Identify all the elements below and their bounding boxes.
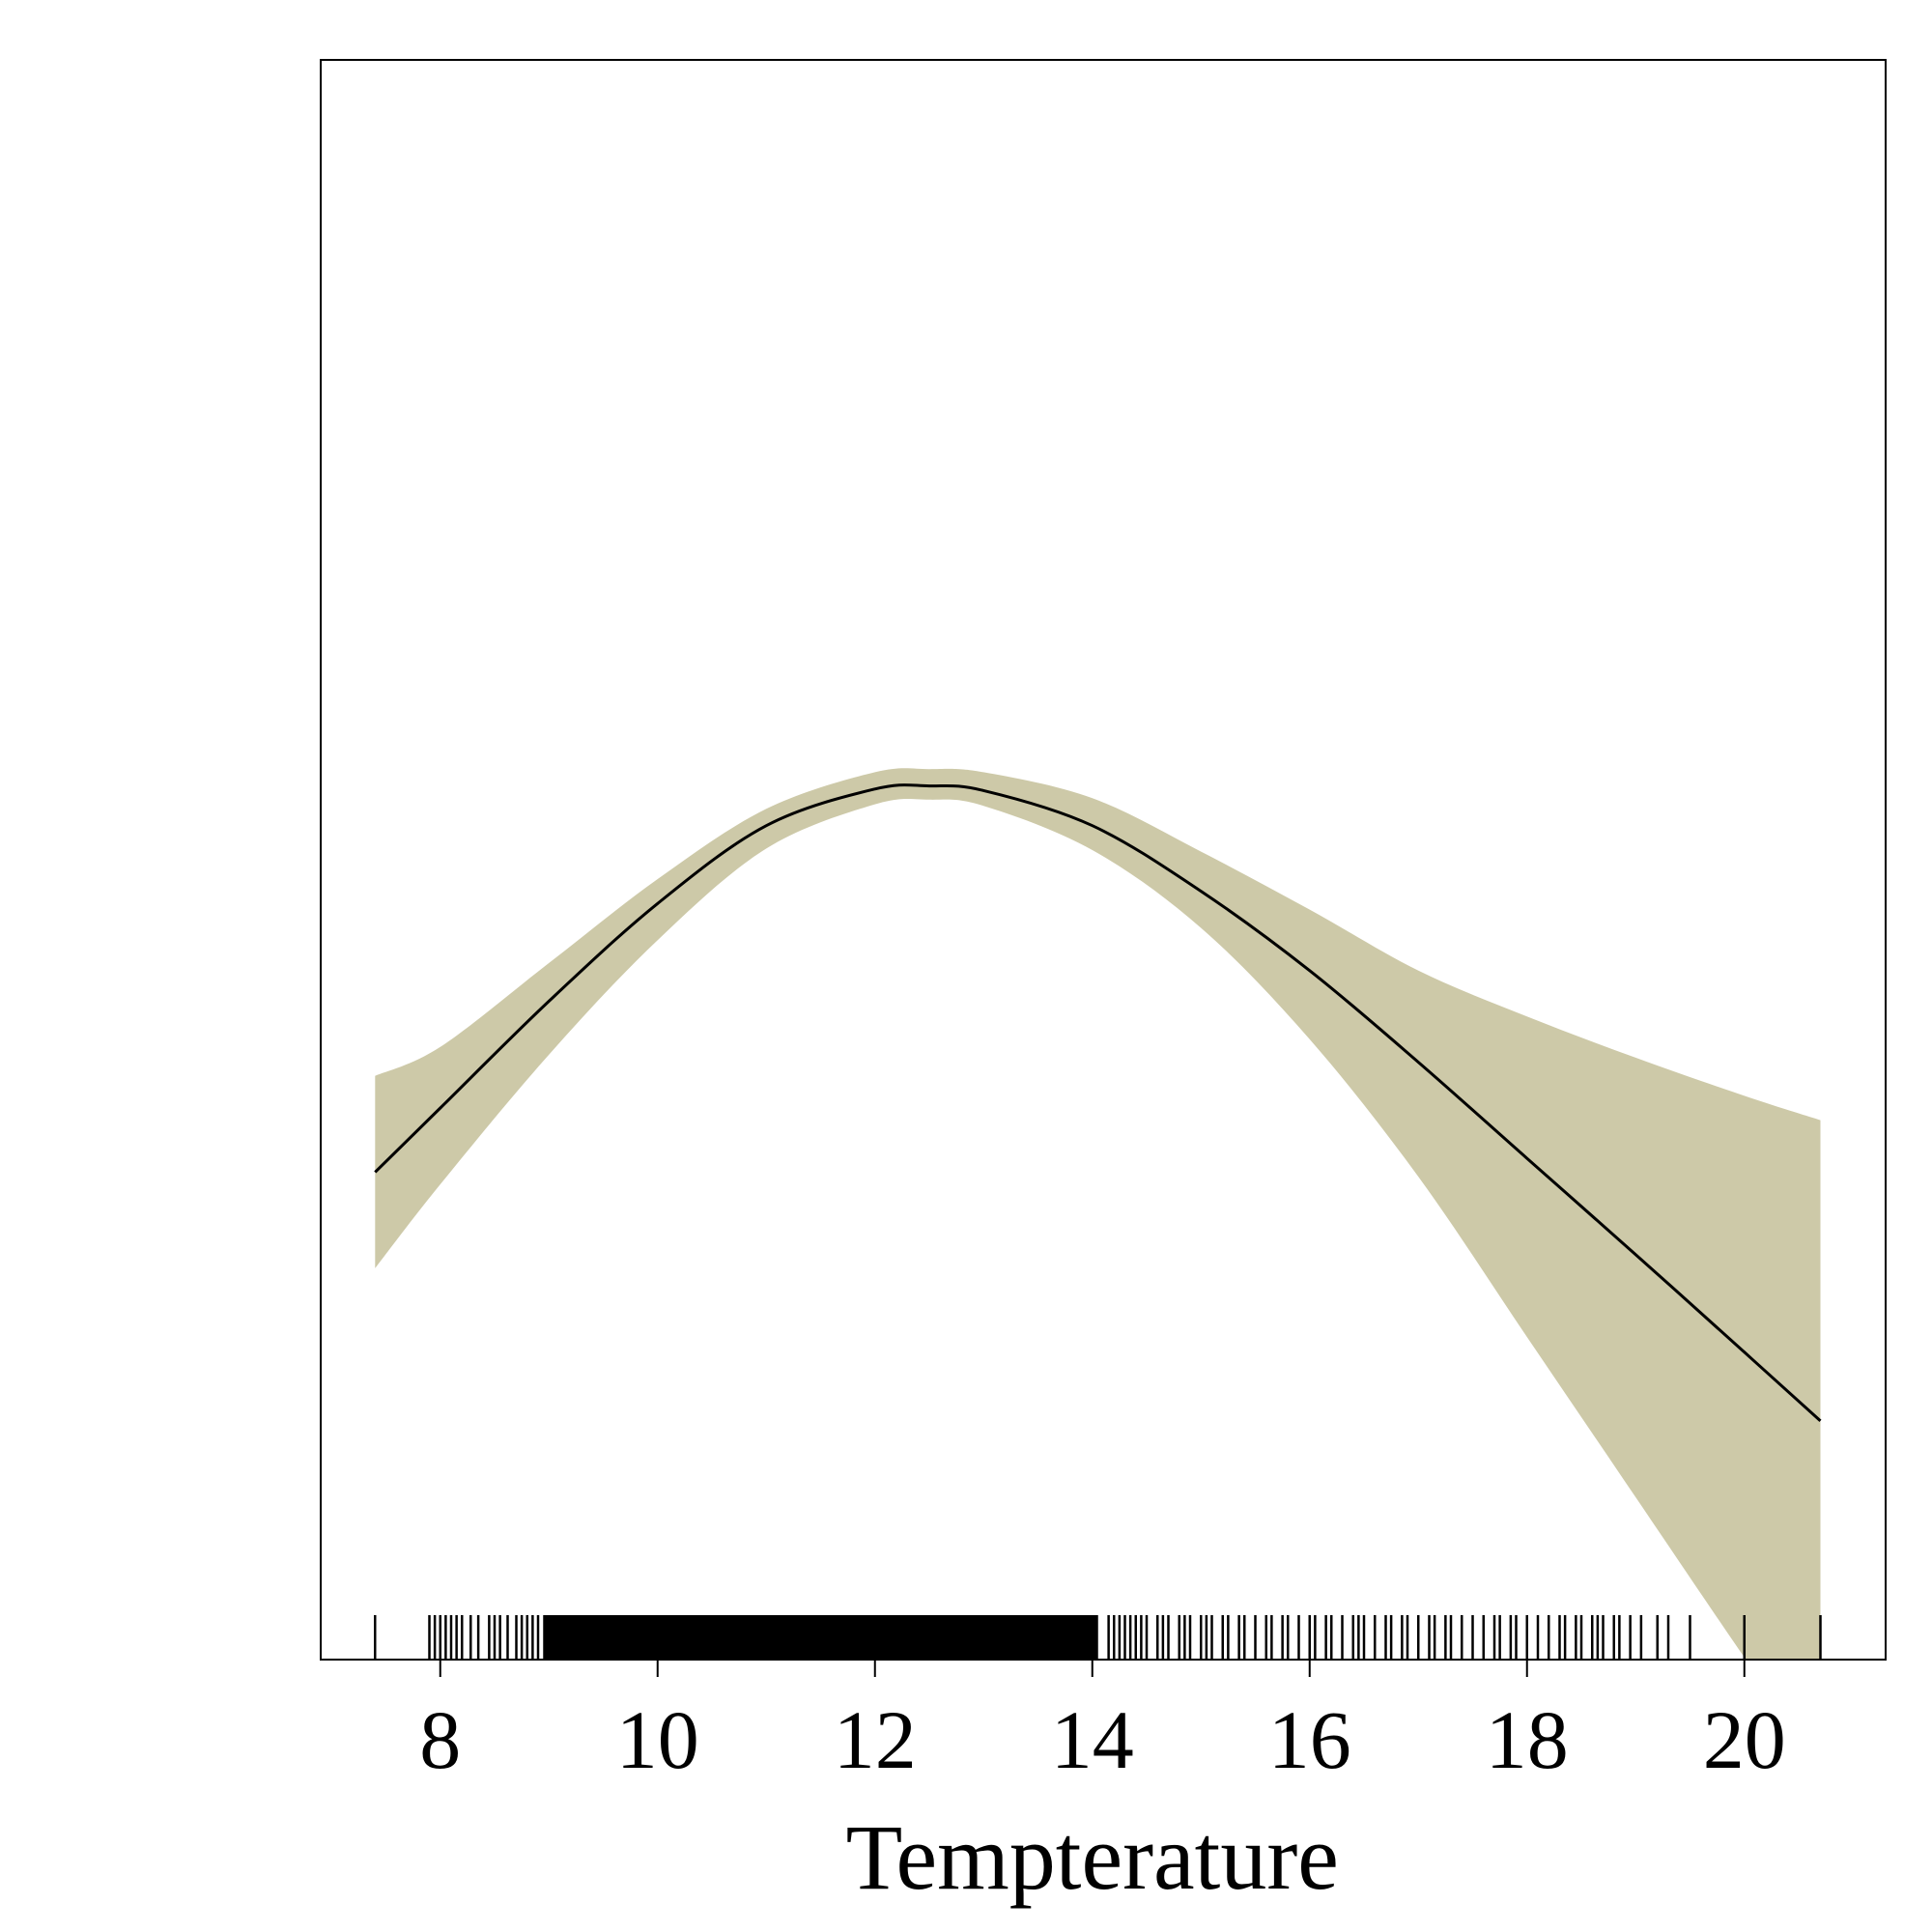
x-tick-label: 8 [419,1693,461,1786]
plot-area [374,768,1822,1660]
x-tick-label: 20 [1703,1693,1786,1786]
x-axis-title: Tempteraturе [846,1805,1339,1909]
x-axis: 8 10 12 14 16 18 20 [419,1659,1786,1786]
x-tick-label: 10 [616,1693,699,1786]
confidence-band [375,768,1821,1660]
x-tick-label: 18 [1486,1693,1569,1786]
fitted-line [374,783,1822,1423]
x-tick-label: 12 [834,1693,917,1786]
x-tick-label: 14 [1051,1693,1134,1786]
x-tick-label: 16 [1268,1693,1351,1786]
rug [374,1615,1822,1660]
